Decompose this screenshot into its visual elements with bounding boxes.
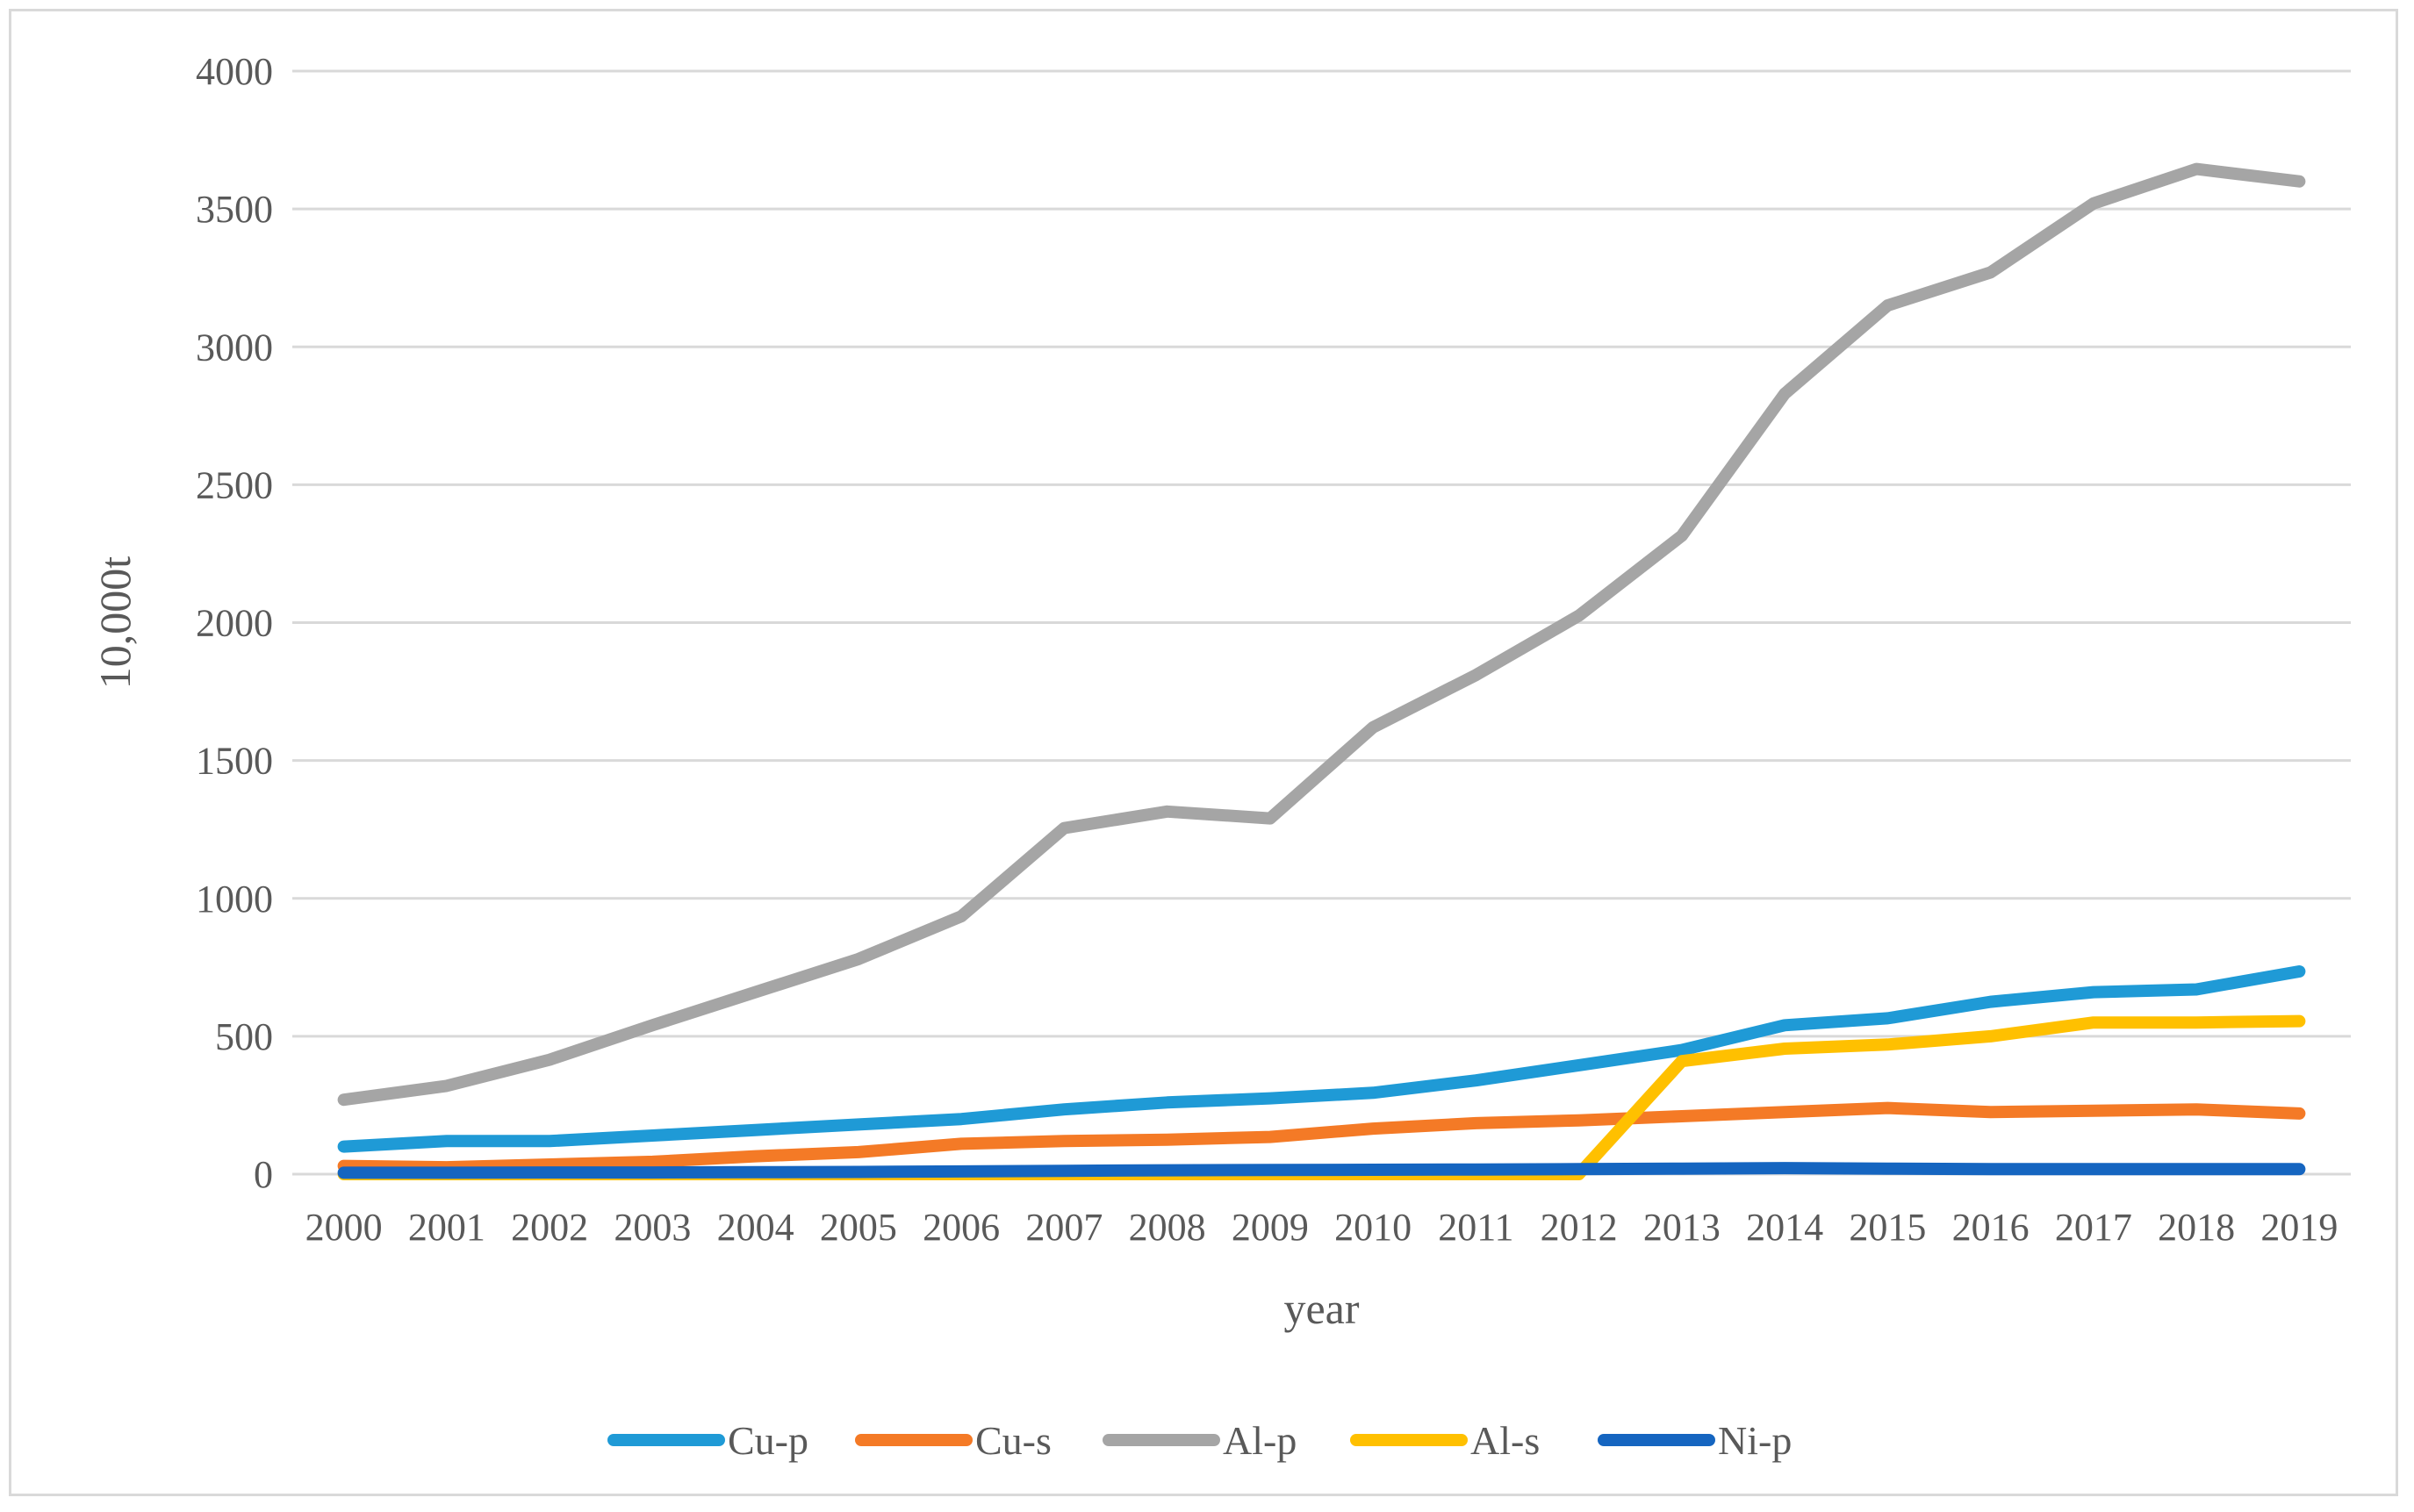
legend-item-ni-p: Ni-p: [1598, 1418, 1792, 1463]
legend: Cu-p Cu-s Al-p Al-s Ni-p: [607, 1418, 1792, 1463]
x-tick-label: 2016: [1952, 1206, 2030, 1249]
y-axis-ticks: 0 500 1000 1500 2000 2500 3000 3500 4000: [196, 50, 273, 1196]
x-tick-label: 2007: [1025, 1206, 1103, 1249]
x-tick-label: 2008: [1129, 1206, 1206, 1249]
x-tick-label: 2012: [1541, 1206, 1618, 1249]
chart-frame: 0 500 1000 1500 2000 2500 3000 3500 4000 2000 200…: [9, 9, 2398, 1496]
legend-label: Cu-p: [728, 1418, 808, 1463]
legend-label: Al-p: [1223, 1418, 1297, 1463]
x-tick-label: 2005: [820, 1206, 897, 1249]
x-axis-ticks: 2000 2001 2002 2003 2004 2005 2006 2007 2008 2009…: [305, 1206, 2339, 1249]
x-axis-title: year: [1283, 1284, 1359, 1333]
x-tick-label: 2009: [1232, 1206, 1309, 1249]
x-tick-label: 2001: [408, 1206, 485, 1249]
y-tick-label: 2500: [196, 463, 273, 506]
y-tick-label: 3000: [196, 326, 273, 369]
legend-item-cu-s: Cu-s: [855, 1418, 1052, 1463]
x-tick-label: 2002: [511, 1206, 588, 1249]
x-tick-label: 2004: [717, 1206, 794, 1249]
legend-item-al-p: Al-p: [1103, 1418, 1297, 1463]
y-tick-label: 2000: [196, 602, 273, 645]
legend-label: Ni-p: [1718, 1418, 1792, 1463]
legend-item-al-s: Al-s: [1350, 1418, 1540, 1463]
y-tick-label: 0: [254, 1153, 273, 1196]
y-axis-title: 10,000t: [90, 556, 140, 690]
x-tick-label: 2003: [614, 1206, 691, 1249]
y-tick-label: 3500: [196, 188, 273, 231]
x-tick-label: 2019: [2260, 1206, 2338, 1249]
legend-item-cu-p: Cu-p: [607, 1418, 808, 1463]
legend-label: Cu-s: [975, 1418, 1052, 1463]
x-tick-label: 2014: [1746, 1206, 1823, 1249]
y-tick-label: 500: [215, 1015, 273, 1058]
legend-label: Al-s: [1470, 1418, 1540, 1463]
x-tick-label: 2010: [1334, 1206, 1412, 1249]
x-tick-label: 2015: [1849, 1206, 1926, 1249]
series-lines: [337, 162, 2306, 1180]
x-tick-label: 2013: [1643, 1206, 1721, 1249]
series-line-cu-s: [337, 1101, 2306, 1174]
x-tick-label: 2017: [2055, 1206, 2132, 1249]
series-line-cu-p: [337, 965, 2306, 1153]
x-tick-label: 2006: [923, 1206, 1000, 1249]
x-tick-label: 2000: [305, 1206, 383, 1249]
x-tick-label: 2011: [1438, 1206, 1513, 1249]
series-line-al-p: [337, 162, 2306, 1107]
y-tick-label: 1000: [196, 878, 273, 921]
y-tick-label: 1500: [196, 740, 273, 783]
y-tick-label: 4000: [196, 50, 273, 93]
x-tick-label: 2018: [2158, 1206, 2235, 1249]
series-line-ni-p: [337, 1162, 2306, 1179]
